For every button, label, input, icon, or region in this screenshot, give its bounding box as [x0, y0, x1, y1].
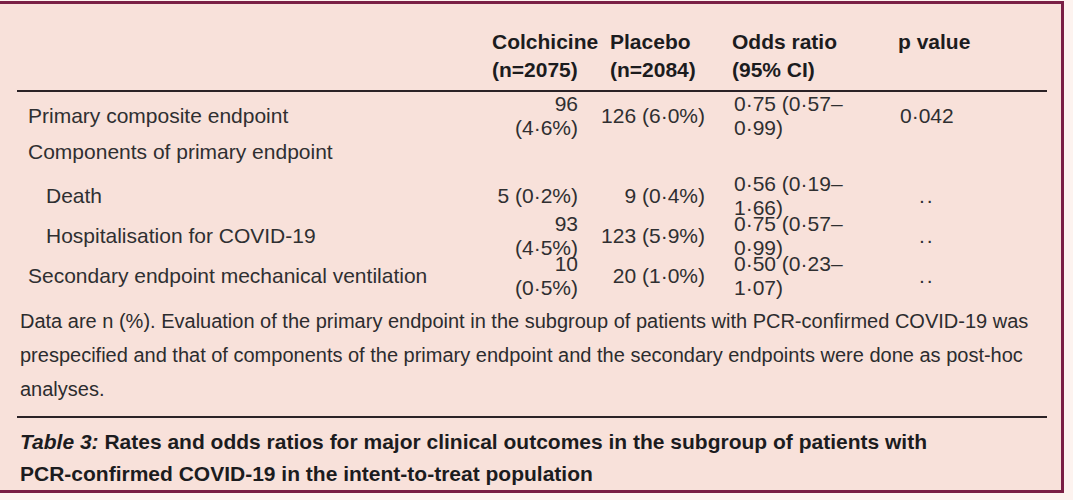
caption-line1: Table 3: Rates and odds ratios for major… — [17, 426, 1047, 458]
column-header-placebo: Placebo (n=2084) — [588, 28, 712, 90]
table-row-death: Death 5 (0·2%) 9 (0·4%) 0·56 (0·19–1·66)… — [17, 172, 1047, 212]
cell-p-value: 0·042 — [884, 104, 1047, 128]
column-header-line2: (n=2084) — [610, 56, 712, 84]
footnote-line: analyses. — [17, 372, 1047, 406]
table-row-hospitalisation: Hospitalisation for COVID-19 93 (4·5%) 1… — [17, 212, 1047, 252]
table-panel: Colchicine (n=2075) Placebo (n=2084) Odd… — [0, 1, 1064, 493]
column-header-line2: (95% CI) — [732, 56, 884, 84]
row-label: Components of primary endpoint — [17, 140, 492, 164]
cell-p-value: .. — [884, 184, 1047, 208]
cell-placebo: 20 (1·0%) — [588, 264, 712, 288]
column-header-empty — [17, 28, 492, 34]
column-header-line1: Colchicine — [492, 28, 588, 56]
caption-title-part1: Rates and odds ratios for major clinical… — [99, 430, 927, 453]
table-footnote: Data are n (%). Evaluation of the primar… — [17, 304, 1047, 406]
column-header-colchicine: Colchicine (n=2075) — [492, 28, 588, 90]
footnote-line: prespecified and that of components of t… — [17, 338, 1047, 372]
table-row-primary-composite-endpoint: Primary composite endpoint 96 (4·6%) 126… — [17, 92, 1047, 132]
row-label: Primary composite endpoint — [17, 104, 492, 128]
column-header-line1: p value — [898, 28, 1047, 56]
row-label: Secondary endpoint mechanical ventilatio… — [17, 264, 492, 288]
row-label: Hospitalisation for COVID-19 — [17, 224, 492, 248]
cell-placebo: 126 (6·0%) — [588, 104, 712, 128]
cell-odds-ratio: 0·75 (0·57–0·99) — [712, 92, 884, 140]
cell-colchicine: 5 (0·2%) — [492, 184, 588, 208]
row-label: Death — [17, 184, 492, 208]
table-row-secondary-endpoint: Secondary endpoint mechanical ventilatio… — [17, 252, 1047, 292]
table-caption: Table 3: Rates and odds ratios for major… — [17, 426, 1047, 490]
cell-p-value: .. — [884, 264, 1047, 288]
column-header-line2: (n=2075) — [492, 56, 588, 84]
cell-placebo: 9 (0·4%) — [588, 184, 712, 208]
cell-colchicine: 96 (4·6%) — [492, 92, 588, 140]
table-header: Colchicine (n=2075) Placebo (n=2084) Odd… — [17, 4, 1047, 92]
caption-table-number: Table 3: — [20, 430, 99, 453]
caption-line2: PCR-confirmed COVID-19 in the intent-to-… — [17, 458, 1047, 490]
table-body: Primary composite endpoint 96 (4·6%) 126… — [17, 92, 1047, 292]
cell-p-value: .. — [884, 224, 1047, 248]
footnote-line: Data are n (%). Evaluation of the primar… — [17, 304, 1047, 338]
cell-odds-ratio: 0·50 (0·23–1·07) — [712, 252, 884, 300]
column-header-line1: Placebo — [610, 28, 712, 56]
column-header-line1: Odds ratio — [732, 28, 884, 56]
column-header-odds-ratio: Odds ratio (95% CI) — [712, 28, 884, 90]
table-content: Colchicine (n=2075) Placebo (n=2084) Odd… — [17, 4, 1047, 490]
column-header-p-value: p value — [884, 28, 1047, 62]
caption-divider — [17, 416, 1047, 418]
cell-colchicine: 10 (0·5%) — [492, 252, 588, 300]
cell-placebo: 123 (5·9%) — [588, 224, 712, 248]
